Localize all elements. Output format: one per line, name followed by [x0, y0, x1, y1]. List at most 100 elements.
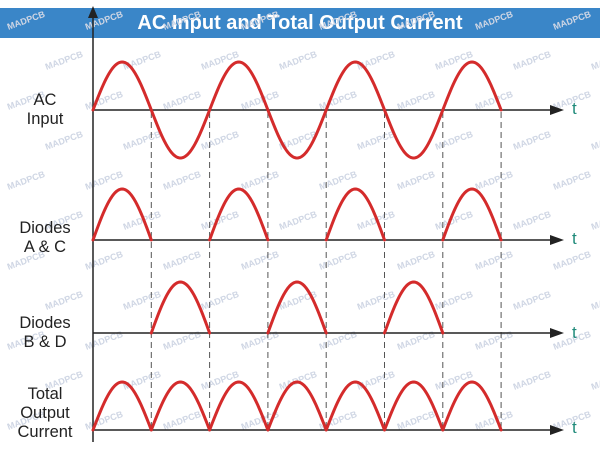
ac-input-waveform [91, 60, 503, 160]
label-line: Diodes [19, 219, 71, 237]
watermark-text: MADPCB [512, 209, 553, 232]
watermark-text: MADPCB [590, 49, 600, 72]
vertical-axis-arrow [88, 6, 98, 18]
watermark-text: MADPCB [434, 49, 475, 72]
watermark-text: MADPCB [200, 369, 241, 392]
label-line: Input [26, 110, 64, 128]
watermark-text: MADPCB [318, 9, 359, 32]
diodes-b-d-pulse [383, 280, 445, 335]
watermark-text: MADPCB [200, 129, 241, 152]
total-output-pulse [208, 380, 270, 432]
watermark-text: MADPCB [122, 289, 163, 312]
watermark-text: MADPCB [240, 249, 281, 272]
time-axis-arrow [550, 425, 564, 435]
watermark-text: MADPCB [552, 249, 593, 272]
watermark-text: MADPCB [474, 9, 515, 32]
time-axis-arrow [550, 328, 564, 338]
watermark-text: MADPCB [356, 129, 397, 152]
watermark-text: MADPCB [200, 289, 241, 312]
watermark-text: MADPCB [356, 289, 397, 312]
watermark-text: MADPCB [278, 209, 319, 232]
watermark-layer: MADPCB MADPCB MADPCB MADPCB MADPCB MADPCB MADP… [6, 9, 600, 432]
watermark-text: MADPCB [474, 169, 515, 192]
watermark-text: MADPCB [396, 169, 437, 192]
diodes-b-d-pulse [149, 280, 212, 335]
watermark-text: MADPCB [162, 9, 203, 32]
total-output-pulse [149, 380, 212, 432]
watermark-text: MADPCB [590, 209, 600, 232]
label-line: Total [27, 385, 63, 403]
diodes-a-c-pulse [208, 187, 270, 242]
total-output-pulse [383, 380, 445, 432]
row-label-diodes-b-d: Diodes B & D [0, 314, 90, 352]
diodes-a-c-pulse [441, 187, 503, 242]
watermark-text: MADPCB [162, 249, 203, 272]
watermark-text: MADPCB [434, 369, 475, 392]
label-line: A & C [23, 238, 67, 256]
watermark-text: MADPCB [512, 289, 553, 312]
watermark-text: MADPCB [396, 249, 437, 272]
watermark-text: MADPCB [200, 49, 241, 72]
label-line: Current [17, 423, 73, 441]
watermark-text: MADPCB [434, 129, 475, 152]
watermark-text: MADPCB [278, 49, 319, 72]
watermark-text: MADPCB [122, 369, 163, 392]
label-line: B & D [23, 333, 67, 351]
t-axis-label: t [572, 229, 577, 248]
row-label-ac-input: AC Input [0, 91, 90, 129]
axes-layer [88, 6, 564, 442]
total-output-pulse [324, 380, 386, 432]
time-axis-arrow [550, 105, 564, 115]
watermark-text: MADPCB [512, 49, 553, 72]
watermark-text: MADPCB [122, 49, 163, 72]
watermark-text: MADPCB [44, 129, 85, 152]
total-output-pulse [441, 380, 503, 432]
time-axis-arrow [550, 235, 564, 245]
waveforms-layer [91, 60, 503, 432]
watermark-text: MADPCB [318, 89, 359, 112]
t-axis-label: t [572, 323, 577, 342]
watermark-text: MADPCB [552, 9, 593, 32]
t-axis-label: t [572, 418, 577, 437]
watermark-text: MADPCB [396, 89, 437, 112]
watermark-text: MADPCB [84, 9, 125, 32]
watermark-text: MADPCB [122, 129, 163, 152]
diagram-title: AC Input and Total Output Current [137, 12, 463, 34]
watermark-text: MADPCB [396, 409, 437, 432]
watermark-text: MADPCB [44, 49, 85, 72]
label-line: Diodes [19, 314, 71, 332]
watermark-text: MADPCB [162, 169, 203, 192]
watermark-text: MADPCB [590, 129, 600, 152]
watermark-text: MADPCB [590, 369, 600, 392]
watermark-text: MADPCB [512, 369, 553, 392]
watermark-text: MADPCB [162, 89, 203, 112]
watermark-text: MADPCB [162, 409, 203, 432]
watermark-text: MADPCB [396, 9, 437, 32]
watermark-text: MADPCB [122, 209, 163, 232]
watermark-text: MADPCB [552, 169, 593, 192]
diodes-a-c-pulse [324, 187, 386, 242]
total-output-pulse [266, 380, 328, 432]
diodes-a-c-pulse [91, 187, 153, 242]
watermark-text: MADPCB [590, 289, 600, 312]
watermark-text: MADPCB [356, 369, 397, 392]
t-axis-label: t [572, 99, 577, 118]
dashed-guides [150, 112, 502, 430]
total-output-pulse [91, 380, 153, 432]
watermark-text: MADPCB [6, 9, 47, 32]
title-banner [0, 8, 600, 38]
row-label-diodes-a-c: Diodes A & C [0, 219, 90, 257]
watermark-text: MADPCB [434, 289, 475, 312]
watermark-text: MADPCB [278, 369, 319, 392]
watermark-text: MADPCB [356, 49, 397, 72]
row-label-total-output: Total Output Current [0, 385, 90, 442]
watermark-text: MADPCB [240, 169, 281, 192]
watermark-text: MADPCB [240, 9, 281, 32]
watermark-text: MADPCB [318, 249, 359, 272]
watermark-text: MADPCB [512, 129, 553, 152]
label-line: Output [20, 404, 70, 422]
label-line: AC [33, 91, 57, 109]
diodes-b-d-pulse [266, 280, 328, 335]
watermark-text: MADPCB [6, 169, 47, 192]
